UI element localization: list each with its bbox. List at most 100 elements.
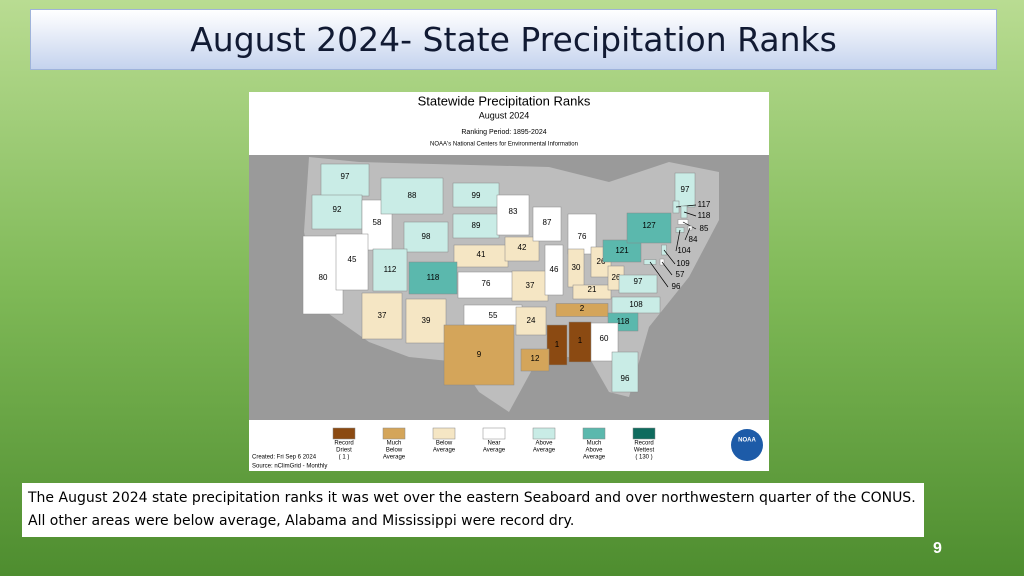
state <box>496 194 530 236</box>
legend-label: Below <box>386 448 403 454</box>
state <box>405 298 447 344</box>
state-rank: 26 <box>612 273 621 282</box>
legend-swatch <box>632 427 656 440</box>
state <box>572 284 612 300</box>
legend-label: Average <box>533 448 556 454</box>
state <box>372 248 408 292</box>
state-rank: 1 <box>555 340 560 349</box>
state-rank: 89 <box>472 221 481 230</box>
created: Created: Fri Sep 6 2024 <box>252 455 317 461</box>
legend-swatch <box>482 427 506 440</box>
state-rank: 118 <box>698 211 711 220</box>
state-rank: 98 <box>422 232 431 241</box>
state <box>380 177 444 215</box>
state <box>311 194 363 230</box>
logo <box>731 429 763 461</box>
state-rank: 37 <box>378 311 387 320</box>
state-rank: 24 <box>527 316 536 325</box>
state-rank: 121 <box>615 246 629 255</box>
legend-label: Much <box>387 441 402 447</box>
legend-label: ( 130 ) <box>635 455 652 461</box>
state-rank: 12 <box>531 354 540 363</box>
state-rank: 26 <box>597 257 606 266</box>
legend-label: Average <box>583 455 606 461</box>
state-rank: 118 <box>427 273 440 282</box>
legend-swatch <box>432 427 456 440</box>
state <box>546 324 568 366</box>
state <box>452 182 500 208</box>
state-rank: 104 <box>677 246 691 255</box>
slide-title: August 2024- State Precipitation Ranks <box>30 9 997 70</box>
caption: The August 2024 state precipitation rank… <box>22 483 924 537</box>
state-rank: 109 <box>676 259 690 268</box>
state <box>452 213 500 239</box>
state <box>335 233 369 291</box>
state-rank: 85 <box>700 224 709 233</box>
state <box>626 212 672 244</box>
legend-label: Record <box>334 441 353 447</box>
state <box>544 244 564 296</box>
state-rank: 57 <box>676 270 685 279</box>
state-rank: 127 <box>642 221 656 230</box>
leader-line <box>684 227 691 241</box>
state-rank: 108 <box>629 300 643 309</box>
map-period: Ranking Period: 1895-2024 <box>461 129 546 136</box>
legend-swatch <box>332 427 356 440</box>
state-rank: 92 <box>333 205 342 214</box>
legend-label: ( 1 ) <box>339 455 350 461</box>
state-rank: 118 <box>617 317 630 326</box>
state-rank: 84 <box>689 235 698 244</box>
state-rank: 96 <box>672 282 681 291</box>
state-rank: 87 <box>543 218 552 227</box>
state-rank: 117 <box>698 200 711 209</box>
state-rank: 2 <box>580 304 585 313</box>
legend-label: Below <box>436 441 453 447</box>
slide-number: 9 <box>933 540 942 557</box>
state-rank: 60 <box>600 334 609 343</box>
state-rank: 112 <box>384 265 397 274</box>
legend-label: Average <box>483 448 506 454</box>
state-rank: 37 <box>526 281 535 290</box>
leader-line <box>675 229 681 252</box>
state-rank: 1 <box>578 336 583 345</box>
state <box>408 261 458 295</box>
legend-label: Near <box>487 441 500 447</box>
legend-label: Record <box>634 441 653 447</box>
legend-label: Average <box>433 448 456 454</box>
state-rank: 97 <box>341 172 350 181</box>
legend-swatch <box>532 427 556 440</box>
state <box>520 348 550 372</box>
map: Statewide Precipitation Ranks August 202… <box>249 92 769 471</box>
state <box>457 271 515 299</box>
state-rank: 30 <box>572 263 581 272</box>
legend-label: Much <box>587 441 602 447</box>
state-rank: 96 <box>621 374 630 383</box>
state-rank: 76 <box>482 279 491 288</box>
map-title: Statewide Precipitation Ranks <box>418 93 591 108</box>
state <box>602 239 642 263</box>
legend-label: Above <box>585 448 603 454</box>
map-org: NOAA's National Centers for Environmenta… <box>430 142 578 148</box>
legend-label: Wettest <box>634 448 655 454</box>
state <box>555 303 609 317</box>
state-rank: 83 <box>509 207 518 216</box>
legend-label: Above <box>535 441 553 447</box>
state-rank: 41 <box>477 250 486 259</box>
state <box>568 321 592 363</box>
state <box>611 351 639 393</box>
leader-line <box>663 249 676 265</box>
logo-text: NOAA <box>738 438 756 444</box>
leader-line <box>649 261 669 288</box>
state <box>532 206 562 242</box>
state-rank: 21 <box>588 285 597 294</box>
state-rank: 97 <box>634 277 643 286</box>
state-rank: 76 <box>578 232 587 241</box>
state <box>443 324 515 386</box>
leader-line <box>682 221 697 230</box>
state-rank: 39 <box>422 316 431 325</box>
state-rank: 97 <box>681 185 690 194</box>
leader-line <box>683 211 697 217</box>
map-subtitle: August 2024 <box>479 110 530 120</box>
legend-label: Average <box>383 455 406 461</box>
